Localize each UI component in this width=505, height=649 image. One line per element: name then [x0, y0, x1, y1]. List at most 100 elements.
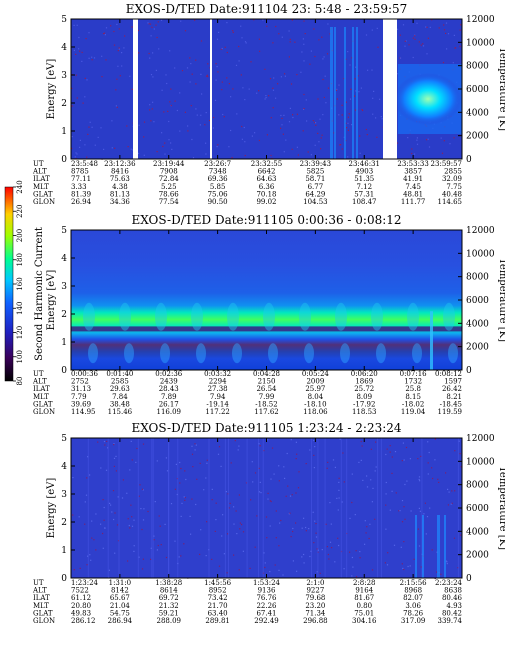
table-cell: 1:23:24 — [71, 579, 99, 587]
table-cell: 114.95 — [71, 408, 96, 416]
y-tick-label: 4 — [61, 254, 67, 264]
table-cell: 1:31:0 — [109, 579, 132, 587]
table-cell: 8.04 — [308, 393, 324, 401]
table-cell: 8416 — [111, 168, 129, 176]
table-cell: 26.17 — [159, 400, 179, 408]
colorbar-scale — [4, 186, 14, 382]
y2-tick-label: 2000 — [466, 551, 489, 561]
table-cell: 9136 — [258, 587, 276, 595]
y2-tick-label: 12000 — [466, 434, 495, 444]
y2-axis-label: Temperature [K] — [497, 47, 505, 131]
table-row-label: UT — [33, 370, 44, 378]
table-cell: 99.02 — [256, 198, 276, 206]
table-cell: 1:45:56 — [204, 579, 232, 587]
table-cell: 39.69 — [71, 400, 91, 408]
table-cell: 0:06:20 — [351, 370, 378, 378]
y2-tick-label: 0 — [466, 155, 472, 165]
table-cell: 69.36 — [208, 175, 229, 183]
table-cell: 80.46 — [442, 594, 463, 602]
y2-tick-label: 12000 — [466, 226, 495, 236]
table-cell: 8785 — [71, 168, 89, 176]
table-cell: 2:15:56 — [400, 579, 428, 587]
table-row-label: GLON — [33, 408, 55, 416]
table-cell: 5825 — [306, 168, 324, 176]
colorbar-tick-label: 220 — [16, 205, 24, 218]
y2-axis-label: Temperature [K] — [497, 466, 505, 550]
y-tick-label: 2 — [61, 518, 67, 528]
table-cell: 286.12 — [71, 617, 96, 625]
y-tick-label: 2 — [61, 310, 67, 320]
table-cell: 23:5:48 — [71, 160, 98, 168]
table-cell: 7.79 — [71, 393, 87, 401]
table-cell: 108.47 — [352, 198, 377, 206]
table-cell: -18.02 — [402, 400, 424, 408]
table-cell: 23:26:7 — [204, 160, 231, 168]
table-cell: 31.13 — [71, 385, 91, 393]
table-cell: 292.49 — [254, 617, 279, 625]
table-cell: 2294 — [209, 378, 227, 386]
y-tick-label: 4 — [61, 462, 67, 472]
table-cell: 2009 — [306, 378, 324, 386]
table-cell: 75.01 — [354, 609, 374, 617]
table-cell: 0:07:16 — [400, 370, 428, 378]
table-row-label: GLAT — [33, 400, 53, 408]
table-cell: 7.75 — [446, 183, 462, 191]
table-cell: -18.10 — [304, 400, 326, 408]
y-tick-label: 0 — [61, 366, 67, 376]
y2-tick-label: 12000 — [466, 15, 495, 25]
table-cell: 0:08:12 — [435, 370, 462, 378]
table-row-label: GLAT — [33, 190, 53, 198]
table-cell: 26.94 — [71, 198, 92, 206]
table-cell: 77.54 — [159, 198, 180, 206]
y2-tick-label: 8000 — [466, 62, 489, 72]
y-tick-label: 1 — [61, 338, 67, 348]
table-cell: 4.93 — [446, 602, 462, 610]
colorbar-tick-label: 100 — [16, 350, 24, 363]
table-cell: -19.14 — [206, 400, 229, 408]
y2-tick-label: 10000 — [466, 38, 495, 48]
table-cell: 27.38 — [208, 385, 228, 393]
table-cell: 23:39:43 — [300, 160, 331, 168]
plot-background — [71, 230, 462, 370]
table-cell: 2439 — [160, 378, 178, 386]
colorbar-tick-label: 160 — [16, 277, 24, 290]
table-cell: 73.42 — [208, 594, 228, 602]
table-cell: 71.34 — [305, 609, 326, 617]
table-cell: 26.54 — [256, 385, 277, 393]
table-cell: 48.81 — [403, 190, 423, 198]
table-cell: 79.68 — [305, 594, 325, 602]
table-cell: 1:53:24 — [253, 579, 281, 587]
table-cell: 59.21 — [159, 609, 179, 617]
table-cell: 21.70 — [208, 602, 228, 610]
y-tick-label: 5 — [61, 226, 67, 236]
table-cell: 7348 — [209, 168, 227, 176]
table-cell: 38.48 — [110, 400, 130, 408]
y2-tick-label: 6000 — [466, 296, 489, 306]
table-cell: 114.65 — [438, 198, 463, 206]
table-row-label: ALT — [32, 587, 47, 595]
table-cell: 9227 — [306, 587, 324, 595]
table-cell: -17.92 — [353, 400, 375, 408]
table-cell: 78.26 — [403, 609, 424, 617]
y-tick-label: 4 — [61, 43, 67, 53]
table-cell: 104.53 — [303, 198, 328, 206]
y2-tick-label: 6000 — [466, 504, 489, 514]
table-cell: 0:02:36 — [155, 370, 183, 378]
table-cell: 76.76 — [256, 594, 277, 602]
table-cell: 34.36 — [110, 198, 131, 206]
y2-tick-label: 2000 — [466, 343, 489, 353]
data-gap-1 — [133, 19, 138, 159]
table-cell: 2855 — [444, 168, 462, 176]
y-tick-label: 5 — [61, 434, 67, 444]
table-row-label: ALT — [32, 168, 47, 176]
y2-tick-label: 4000 — [466, 527, 489, 537]
table-cell: 119.59 — [438, 408, 463, 416]
table-cell: 8142 — [111, 587, 129, 595]
table-cell: 8.21 — [446, 393, 462, 401]
table-cell: 296.88 — [303, 617, 328, 625]
y-axis-label: Energy [eV] — [46, 478, 57, 539]
table-cell: 81.67 — [354, 594, 374, 602]
table-cell: 82.07 — [403, 594, 423, 602]
table-cell: 3.06 — [405, 602, 421, 610]
panel-1: EXOS-D/TED Date:911104 23: 5:48 - 23:59:… — [32, 2, 505, 206]
